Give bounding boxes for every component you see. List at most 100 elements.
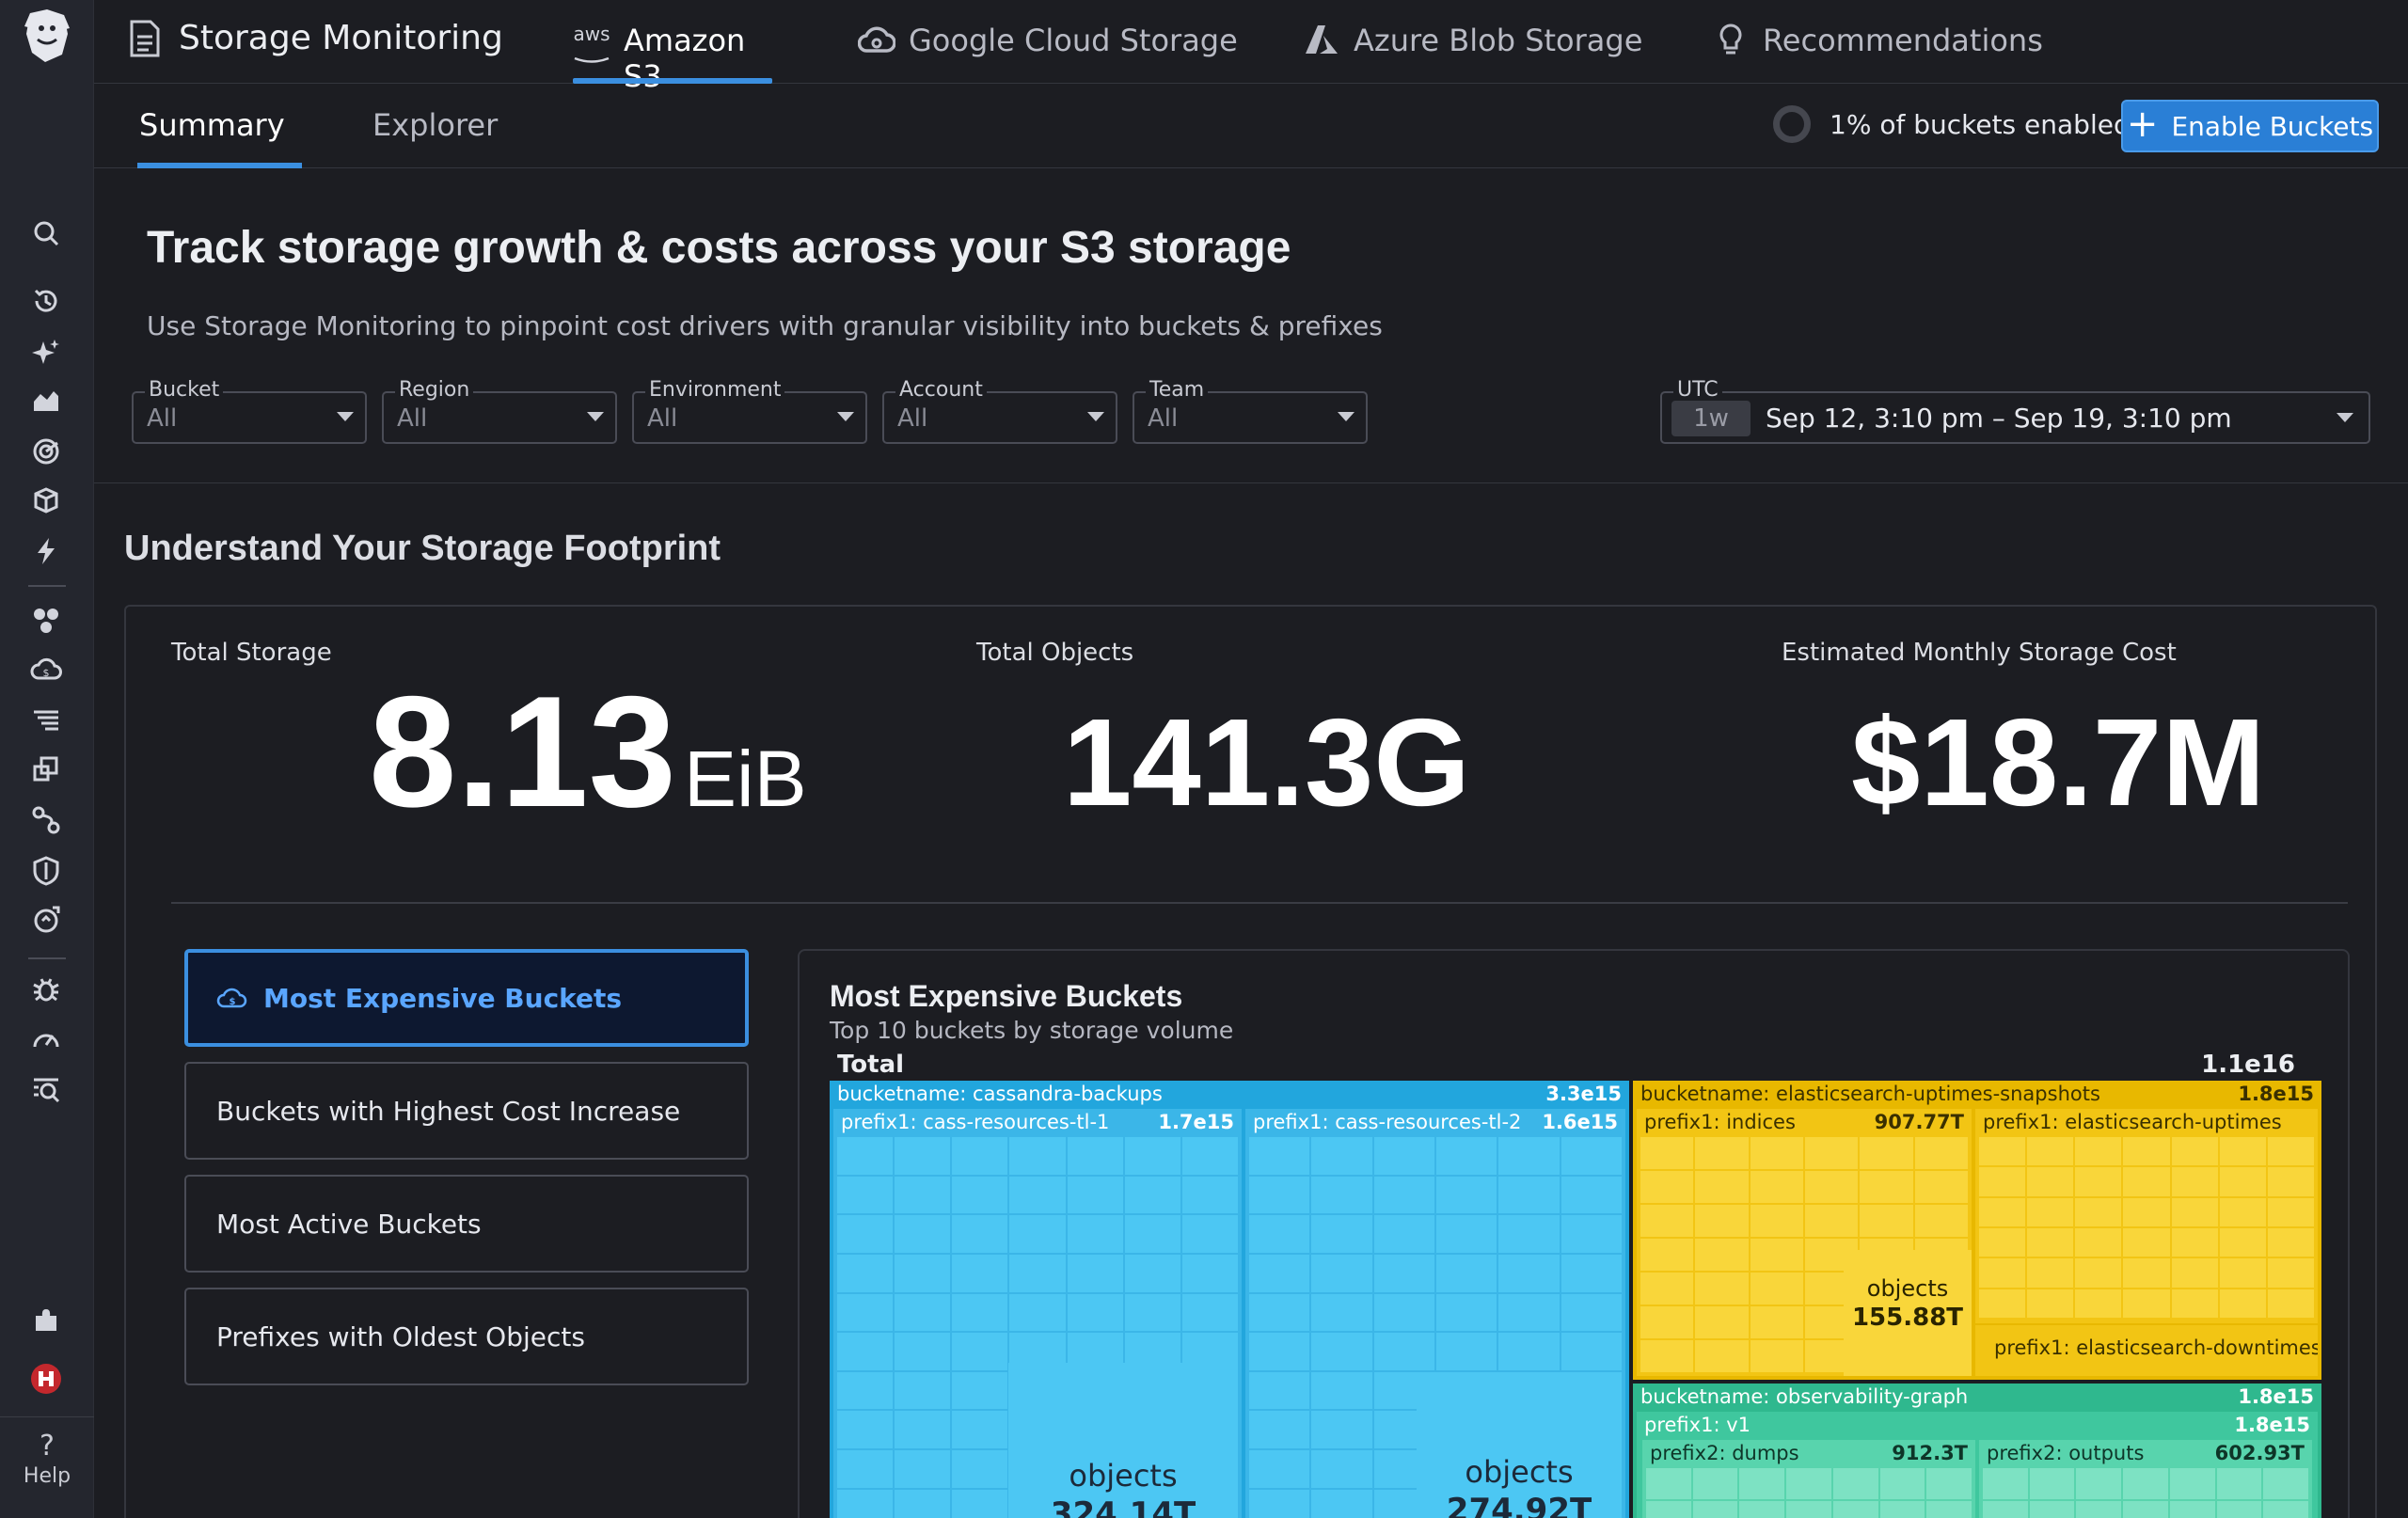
bucket-value: 1.8e15	[2238, 1083, 2314, 1105]
option-oldest-objects[interactable]: Prefixes with Oldest Objects	[184, 1288, 749, 1385]
treemap-prefix-cass-resources-tl-1[interactable]: prefix1: cass-resources-tl-1 1.7e15 obje…	[833, 1109, 1242, 1518]
treemap-cell	[1750, 1205, 1803, 1237]
prefix-name: prefix1: elasticsearch-downtimes	[1994, 1336, 2318, 1359]
monthly-cost-value: $18.7M	[1851, 693, 2266, 831]
filter-region[interactable]: Region All	[382, 378, 617, 444]
treemap-card: Most Expensive Buckets Top 10 buckets by…	[798, 949, 2350, 1518]
filter-bucket[interactable]: Bucket All	[132, 378, 367, 444]
treemap-cell	[1249, 1293, 1310, 1332]
treemap-prefix-dumps[interactable]: prefix2: dumps 912.3T	[1642, 1440, 1975, 1518]
treemap-cell	[2219, 1228, 2266, 1257]
treemap-cell	[2267, 1167, 2314, 1196]
treemap-cell	[895, 1254, 951, 1292]
aws-prefix-label: aws	[573, 23, 610, 45]
treemap-cell	[1695, 1171, 1749, 1203]
filter-team-value: All	[1148, 404, 1179, 433]
chevron-down-icon	[1338, 412, 1354, 421]
lightning-icon[interactable]	[27, 532, 65, 570]
option-label: Prefixes with Oldest Objects	[216, 1320, 585, 1352]
treemap-cell	[1181, 1176, 1238, 1214]
treemap-prefix-v1[interactable]: prefix1: v1 1.8e15 prefix2: dumps 912.3T…	[1637, 1412, 2318, 1518]
treemap-prefix-indices[interactable]: prefix1: indices 907.77T objects 155.88T	[1637, 1109, 1972, 1376]
treemap-cell	[2123, 1258, 2170, 1288]
treemap-cell	[2263, 1468, 2308, 1500]
treemap-cell	[1436, 1333, 1497, 1370]
time-range-selector[interactable]: UTC 1w Sep 12, 3:10 pm – Sep 19, 3:10 pm	[1660, 378, 2370, 444]
speedometer-icon[interactable]	[27, 1021, 65, 1059]
security-icon[interactable]	[27, 852, 65, 890]
synthetics-icon[interactable]	[27, 801, 65, 839]
logs-icon[interactable]	[27, 702, 65, 739]
cloud-cost-icon[interactable]: $	[27, 651, 65, 688]
option-highest-cost-increase[interactable]: Buckets with Highest Cost Increase	[184, 1062, 749, 1160]
search-icon[interactable]	[27, 214, 65, 252]
infrastructure-icon[interactable]	[27, 482, 65, 519]
monitors-icon[interactable]	[27, 433, 65, 470]
history-icon[interactable]	[27, 282, 65, 320]
treemap-cell	[1560, 1333, 1622, 1370]
avatar[interactable]	[27, 1360, 65, 1398]
treemap-cell	[1311, 1293, 1372, 1332]
footprint-panel: Total Storage 8.13EiB Total Objects 141.…	[124, 605, 2377, 1518]
bucket-name: bucketname: cassandra-backups	[837, 1083, 1163, 1105]
prefix-name: prefix2: outputs	[1987, 1442, 2145, 1464]
digital-experience-icon[interactable]	[27, 901, 65, 939]
treemap-cell	[895, 1411, 951, 1449]
objects-value: 274.92T	[1446, 1492, 1592, 1518]
option-most-expensive-buckets[interactable]: $ Most Expensive Buckets	[184, 949, 749, 1047]
enable-buckets-button[interactable]: + Enable Buckets	[2121, 100, 2379, 152]
prefix-value: 907.77T	[1874, 1111, 1964, 1133]
treemap-cell	[2171, 1137, 2218, 1166]
treemap-cell	[952, 1137, 1008, 1175]
services-icon[interactable]	[27, 602, 65, 640]
filter-environment[interactable]: Environment All	[632, 378, 867, 444]
treemap-cell	[837, 1333, 894, 1370]
monthly-cost-label: Estimated Monthly Storage Cost	[1782, 639, 2177, 667]
filter-team[interactable]: Team All	[1133, 378, 1368, 444]
tab-summary[interactable]: Summary	[137, 107, 302, 168]
treemap-prefix-elasticsearch-uptimes[interactable]: prefix1: elasticsearch-uptimes prefix1: …	[1975, 1109, 2318, 1376]
integrations-puzzle-icon[interactable]	[27, 1302, 65, 1339]
treemap-cell	[1124, 1137, 1180, 1175]
treemap-cell	[952, 1411, 1008, 1449]
treemap-cell	[2076, 1468, 2122, 1500]
watchdog-icon[interactable]	[27, 1070, 65, 1108]
objects-value: 324.14T	[1050, 1495, 1196, 1518]
treemap-prefix-elasticsearch-downtimes[interactable]: prefix1: elasticsearch-downtimes	[1975, 1323, 2318, 1376]
tab-amazon-s3[interactable]: aws Amazon S3	[573, 17, 772, 94]
prefix-value: 912.3T	[1892, 1442, 1968, 1464]
treemap-prefix-outputs[interactable]: prefix2: outputs 602.93T	[1979, 1440, 2312, 1518]
tab-azure-blob-storage[interactable]: Azure Blob Storage	[1303, 17, 1642, 84]
bug-icon[interactable]	[27, 971, 65, 1008]
treemap-cell	[1646, 1468, 1691, 1500]
treemap-cell	[1979, 1289, 2026, 1318]
azure-icon	[1306, 25, 1338, 54]
sparkle-icon[interactable]	[27, 333, 65, 371]
treemap-cell	[1436, 1137, 1497, 1175]
treemap-bucket-cassandra-backups[interactable]: bucketname: cassandra-backups 3.3e15 pre…	[830, 1081, 1629, 1518]
treemap-cell	[2267, 1258, 2314, 1288]
tab-google-cloud-storage[interactable]: Google Cloud Storage	[858, 17, 1238, 84]
help-button[interactable]: ? Help	[0, 1430, 94, 1488]
filter-account[interactable]: Account All	[882, 378, 1117, 444]
treemap-cell	[1311, 1371, 1372, 1410]
treemap-cell	[1009, 1176, 1066, 1214]
tab-recommendations[interactable]: Recommendations	[1712, 17, 2043, 84]
apps-icon[interactable]	[27, 751, 65, 788]
dashboards-icon[interactable]	[27, 382, 65, 419]
treemap-prefix-cass-resources-tl-2[interactable]: prefix1: cass-resources-tl-2 1.6e15 obje…	[1245, 1109, 1625, 1518]
treemap-bucket-observability-graph[interactable]: bucketname: observability-graph 1.8e15 p…	[1633, 1384, 2321, 1518]
treemap-cell	[837, 1371, 894, 1410]
datadog-logo-icon[interactable]	[21, 6, 73, 66]
treemap-cell	[1249, 1450, 1310, 1488]
section-title: Understand Your Storage Footprint	[124, 529, 721, 568]
treemap-cell	[1311, 1411, 1372, 1449]
treemap-cell	[1373, 1333, 1434, 1370]
tab-explorer[interactable]: Explorer	[372, 107, 498, 168]
treemap-bucket-elasticsearch-uptimes-snapshots[interactable]: bucketname: elasticsearch-uptimes-snapsh…	[1633, 1081, 2321, 1380]
treemap-cell	[1739, 1468, 1785, 1500]
option-most-active-buckets[interactable]: Most Active Buckets	[184, 1175, 749, 1273]
bucket-value: 3.3e15	[1545, 1083, 1622, 1105]
treemap-cell	[1124, 1215, 1180, 1253]
treemap-cell	[1750, 1273, 1803, 1305]
